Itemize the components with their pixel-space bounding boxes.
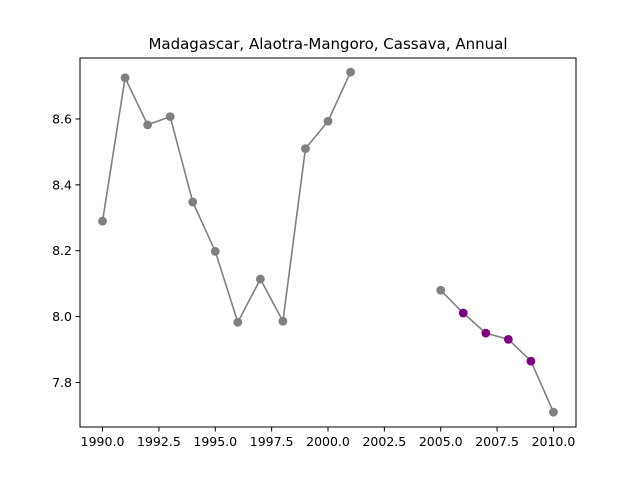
data-point bbox=[143, 120, 153, 130]
data-point bbox=[188, 197, 198, 207]
data-point bbox=[436, 285, 446, 295]
x-tick-label: 2010.0 bbox=[532, 434, 576, 449]
y-tick-label: 7.8 bbox=[52, 375, 72, 390]
x-tick-label: 1995.0 bbox=[193, 434, 237, 449]
data-point bbox=[233, 317, 243, 327]
x-tick-label: 1992.5 bbox=[137, 434, 181, 449]
data-point bbox=[120, 73, 130, 83]
data-point bbox=[98, 216, 107, 226]
y-tick-label: 8.2 bbox=[52, 243, 72, 258]
data-point bbox=[323, 116, 333, 126]
y-tick-label: 8.4 bbox=[52, 177, 72, 192]
x-tick-label: 1997.5 bbox=[250, 434, 294, 449]
x-tick-label: 2002.5 bbox=[362, 434, 406, 449]
data-point bbox=[526, 356, 536, 366]
data-point bbox=[549, 407, 558, 417]
series-line-segment-1 bbox=[101, 71, 352, 324]
data-point bbox=[255, 274, 265, 284]
x-tick-label: 2000.0 bbox=[306, 434, 350, 449]
data-point bbox=[481, 328, 491, 338]
data-point bbox=[458, 308, 468, 318]
data-point bbox=[210, 247, 220, 256]
data-point bbox=[301, 144, 310, 154]
data-point bbox=[165, 112, 175, 122]
data-point bbox=[346, 67, 355, 77]
x-tick-label: 2005.0 bbox=[419, 434, 463, 449]
series-line-segment-2 bbox=[440, 289, 555, 413]
data-point bbox=[278, 316, 288, 326]
x-tick-label: 2007.5 bbox=[475, 434, 519, 449]
x-tick-label: 1990.0 bbox=[81, 434, 125, 449]
y-tick-label: 8.6 bbox=[52, 111, 72, 126]
plot-area: 1990.0 1992.5 1995.0 1997.5 2000.0 2002.5 2005… bbox=[52, 57, 577, 449]
chart-title: Madagascar, Alaotra-Mangoro, Cassava, An… bbox=[148, 35, 507, 53]
data-point bbox=[503, 334, 513, 344]
y-tick-label: 8.0 bbox=[52, 309, 72, 324]
